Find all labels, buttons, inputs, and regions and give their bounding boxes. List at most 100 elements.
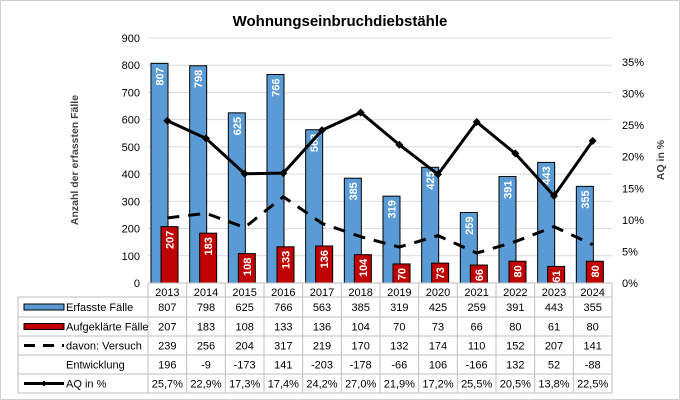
bar-label-aufgeklaerte-faelle: 136 — [319, 250, 331, 268]
table-cell: 106 — [429, 360, 447, 372]
y2-tick-label: 5% — [622, 246, 638, 258]
y-tick-label: 0 — [134, 278, 140, 290]
table-cell: 183 — [197, 322, 215, 334]
aq-marker — [356, 108, 365, 117]
table-cell: 625 — [235, 302, 253, 314]
bar-label-erfasste-faelle: 391 — [503, 181, 515, 199]
table-cell: 204 — [235, 341, 253, 353]
x-tick-label: 2014 — [194, 287, 218, 299]
aq-marker — [511, 149, 520, 158]
table-cell: 52 — [548, 360, 560, 372]
aq-marker — [202, 134, 210, 143]
table-cell: -166 — [466, 360, 488, 372]
bar-label-aufgeklaerte-faelle: 104 — [358, 258, 370, 277]
table-cell: 391 — [506, 302, 524, 314]
y2-tick-label: 30% — [622, 89, 644, 101]
aq-marker — [279, 169, 288, 178]
table-cell: 259 — [467, 302, 485, 314]
bar-label-erfasste-faelle: 766 — [271, 78, 283, 96]
y2-tick-label: 35% — [622, 57, 644, 69]
table-cell: 22,9% — [190, 379, 221, 391]
bar-label-erfasste-faelle: 798 — [193, 70, 205, 88]
table-cell: -203 — [311, 360, 333, 372]
table-cell: 256 — [197, 341, 215, 353]
table-cell: 141 — [274, 360, 292, 372]
x-tick-label: 2022 — [503, 287, 527, 299]
table-cell: 766 — [274, 302, 292, 314]
bar-label-aufgeklaerte-faelle: 73 — [435, 267, 447, 279]
table-cell: 219 — [313, 341, 331, 353]
y-tick-label: 200 — [122, 224, 140, 236]
y-tick-label: 400 — [122, 169, 140, 181]
x-tick-label: 2015 — [232, 287, 256, 299]
table-cell: 24,2% — [306, 379, 337, 391]
table-cell: 17,4% — [268, 379, 299, 391]
bar-label-aufgeklaerte-faelle: 66 — [474, 269, 486, 281]
table-cell: 73 — [432, 322, 444, 334]
table-cell: 207 — [545, 341, 563, 353]
table-row-label: Entwicklung — [66, 360, 125, 372]
table-cell: 174 — [429, 341, 447, 353]
chart-title: Wohnungseinbruchdiebstähle — [233, 13, 448, 30]
table-cell: 133 — [274, 322, 292, 334]
y-tick-label: 500 — [122, 142, 140, 154]
table-row-label: AQ in % — [66, 379, 107, 391]
y-tick-label: 800 — [122, 60, 140, 72]
bar-label-erfasste-faelle: 425 — [425, 171, 437, 189]
table-cell: 80 — [587, 322, 599, 334]
x-tick-label: 2017 — [310, 287, 334, 299]
table-cell: -88 — [585, 360, 601, 372]
bar-label-erfasste-faelle: 807 — [155, 67, 167, 85]
bar-label-aufgeklaerte-faelle: 80 — [590, 265, 602, 277]
line-aq — [166, 110, 594, 199]
table-cell: 27,0% — [345, 379, 376, 391]
table-cell: 25,7% — [152, 379, 183, 391]
table-cell: 319 — [390, 302, 408, 314]
table-cell: 17,3% — [229, 379, 260, 391]
aq-marker — [395, 140, 404, 149]
x-tick-label: 2016 — [271, 287, 295, 299]
bar-label-erfasste-faelle: 355 — [580, 190, 592, 208]
table-cell: 132 — [390, 341, 408, 353]
bar-label-erfasste-faelle: 259 — [464, 216, 476, 234]
legend-key — [23, 303, 65, 311]
table-cell: 355 — [583, 302, 601, 314]
bar-label-erfasste-faelle: 319 — [387, 200, 399, 218]
table-cell: 807 — [158, 302, 176, 314]
table-cell: -178 — [350, 360, 372, 372]
y-tick-label: 900 — [122, 33, 140, 45]
aq-marker — [434, 170, 442, 179]
bar-label-aufgeklaerte-faelle: 61 — [551, 270, 563, 282]
y-tick-label: 700 — [122, 87, 140, 99]
table-cell: 385 — [351, 302, 369, 314]
y-tick-label: 100 — [122, 251, 140, 263]
table-cell: 22,5% — [577, 379, 608, 391]
table-row-label: Aufgeklärte Fälle — [66, 322, 149, 334]
y2-tick-label: 15% — [622, 183, 644, 195]
table-cell: 108 — [235, 322, 253, 334]
table-cell: -9 — [201, 360, 211, 372]
aq-marker — [472, 117, 481, 126]
aq-marker — [588, 136, 597, 145]
aq-marker — [240, 169, 249, 178]
x-tick-label: 2024 — [580, 287, 604, 299]
table-cell: 425 — [429, 302, 447, 314]
table-cell: -66 — [391, 360, 407, 372]
y-axis-title: Anzahl der erfassten Fälle — [69, 95, 81, 225]
table-cell: 17,2% — [422, 379, 453, 391]
bar-label-aufgeklaerte-faelle: 70 — [397, 268, 409, 280]
table-cell: 13,8% — [538, 379, 569, 391]
table-cell: 110 — [468, 341, 486, 353]
y2-tick-label: 10% — [622, 215, 644, 227]
table-cell: 443 — [545, 302, 563, 314]
table-cell: 170 — [351, 341, 369, 353]
table-cell: 152 — [506, 341, 524, 353]
y2-tick-label: 25% — [622, 120, 644, 132]
x-tick-label: 2021 — [464, 287, 488, 299]
table-row-label: Erfasste Fälle — [66, 302, 133, 314]
legend-key — [23, 323, 65, 330]
y2-axis-title: AQ in % — [655, 139, 667, 180]
table-cell: 798 — [197, 302, 215, 314]
bar-label-erfasste-faelle: 443 — [541, 166, 553, 184]
